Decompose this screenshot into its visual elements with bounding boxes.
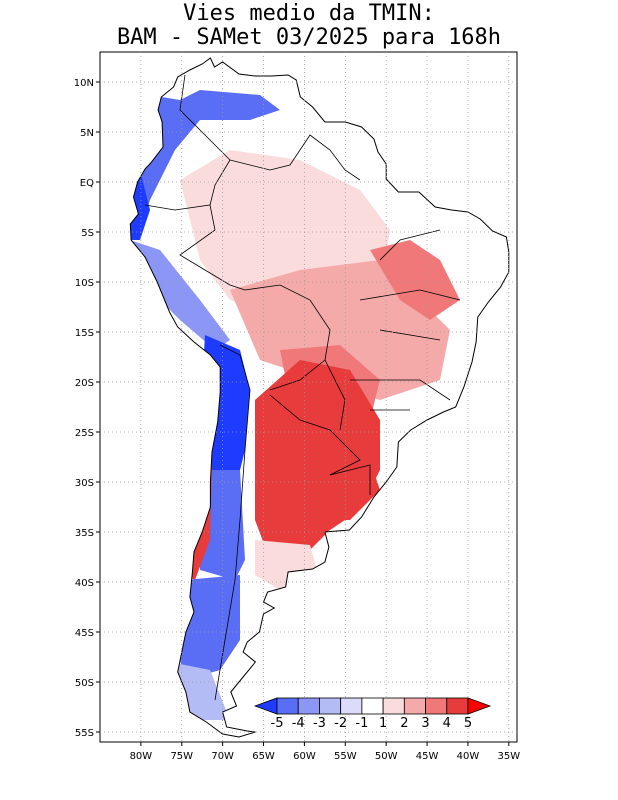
colorbar-swatch: [446, 697, 469, 715]
lat-tick-label: 25S: [75, 428, 94, 439]
lon-tick-label: 35W: [498, 751, 521, 762]
border-brazil-bolivia: [244, 284, 331, 361]
lon-tick-label: 55W: [334, 751, 357, 762]
colorbar-label: 3: [421, 716, 429, 731]
bias-region-uruguay: [320, 460, 380, 520]
border-guianas: [299, 134, 361, 181]
lon-tick-label: 45W: [416, 751, 439, 762]
lat-tick-label: 10N: [74, 78, 94, 89]
lat-tick-label: EQ: [80, 178, 94, 189]
colorbar-label: -2: [334, 716, 347, 731]
border-paraguay-argentina: [269, 394, 346, 446]
colorbar-swatch: [403, 697, 426, 715]
lat-tick-label: 30S: [75, 478, 94, 489]
colorbar-label: -4: [292, 716, 305, 731]
border-brazil-argentina: [329, 444, 361, 476]
lat-tick-label: 35S: [75, 528, 94, 539]
colorbar: -5 -4 -3 -2 -1 1 2 3 4 5: [253, 697, 492, 731]
lat-tick-label: 5S: [81, 228, 94, 239]
lat-tick-label: 20S: [75, 378, 94, 389]
colorbar-label: 2: [400, 716, 408, 731]
colorbar-swatch: [297, 697, 320, 715]
lat-tick-label: 5N: [80, 128, 94, 139]
border-bolivia-chile: [219, 344, 251, 391]
colorbar-label: 4: [443, 716, 451, 731]
title-line-1: Vies medio da TMIN:: [183, 1, 435, 26]
colorbar-swatch-max: [467, 697, 492, 715]
lat-tick-label: 55S: [75, 728, 94, 739]
colorbar-label: -1: [355, 716, 368, 731]
lon-tick-label: 80W: [130, 751, 153, 762]
country-borders: [144, 74, 461, 701]
colorbar-swatch: [361, 697, 384, 715]
colorbar-label: 5: [464, 716, 472, 731]
lon-tick-label: 65W: [252, 751, 275, 762]
border-chile-argentina: [214, 389, 251, 701]
bias-region-east-brazil: [370, 240, 460, 320]
border-colombia-peru: [144, 204, 216, 231]
lat-tick-label: 50S: [75, 678, 94, 689]
axis-ticks: 80W 75W 70W 65W 60W 55W 50W 45W 40W 35W 10N 5N EQ 5S 1…: [74, 78, 520, 762]
lat-tick-label: 15S: [75, 328, 94, 339]
lat-tick-label: 45S: [75, 628, 94, 639]
colorbar-label: -3: [313, 716, 326, 731]
border-bolivia-paraguay: [269, 359, 326, 391]
bias-region-andes-peru: [130, 240, 230, 350]
border-venezuela-colombia: [179, 74, 231, 206]
coastline: [129, 57, 510, 738]
border-uruguay: [329, 464, 371, 495]
lat-tick-label: 40S: [75, 578, 94, 589]
lon-tick-label: 40W: [457, 751, 480, 762]
lon-tick-label: 75W: [170, 751, 193, 762]
colorbar-swatch: [425, 697, 448, 715]
border-brazil-states: [350, 229, 461, 411]
lat-tick-label: 10S: [75, 278, 94, 289]
colorbar-swatch: [382, 697, 405, 715]
title-line-2: BAM - SAMet 03/2025 para 168h: [116, 25, 502, 50]
lon-tick-label: 60W: [293, 751, 316, 762]
grid-lines: [100, 52, 517, 742]
colorbar-swatch: [276, 697, 299, 715]
colorbar-label: -5: [271, 716, 284, 731]
border-venezuela-brazil: [229, 149, 301, 171]
lon-tick-label: 70W: [211, 751, 234, 762]
border-peru-brazil: [179, 229, 246, 291]
map-frame: [99, 51, 518, 743]
lon-tick-label: 50W: [375, 751, 398, 762]
colorbar-swatch: [340, 697, 363, 715]
colorbar-label: 1: [379, 716, 387, 731]
colorbar-swatch-min: [253, 697, 278, 715]
colorbar-swatch: [319, 697, 342, 715]
